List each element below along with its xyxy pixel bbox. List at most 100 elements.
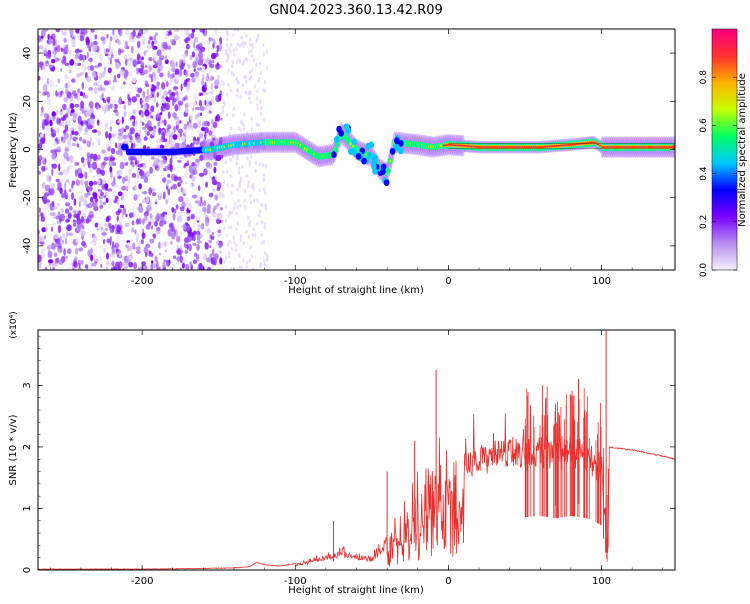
noise-speck <box>109 252 116 258</box>
noise-speck <box>38 90 42 94</box>
noise-speck <box>53 140 57 148</box>
noise-speck <box>242 241 246 245</box>
noise-speck <box>174 117 181 126</box>
ridge-band <box>521 146 524 148</box>
noise-speck <box>52 267 55 270</box>
noise-speck <box>109 137 113 146</box>
noise-speck <box>167 87 173 92</box>
noise-speck <box>202 206 207 212</box>
noise-speck <box>246 156 249 161</box>
colorbar-frame <box>711 28 738 271</box>
noise-speck <box>44 266 48 270</box>
noise-speck <box>191 162 196 167</box>
noise-speck <box>163 167 167 172</box>
noise-speck <box>44 203 49 211</box>
noise-speck <box>183 123 188 130</box>
ridge-blob <box>372 168 378 175</box>
noise-speck <box>154 32 159 37</box>
noise-speck <box>60 255 66 263</box>
noise-speck <box>103 69 106 76</box>
noise-speck <box>117 73 121 79</box>
noise-speck <box>204 131 207 140</box>
ridge-band <box>613 146 615 148</box>
noise-speck <box>54 83 58 89</box>
noise-speck <box>191 175 196 182</box>
noise-speck <box>139 169 144 177</box>
noise-speck <box>211 232 214 236</box>
ridge-band <box>518 146 521 148</box>
noise-speck <box>57 181 62 189</box>
noise-speck <box>245 230 248 234</box>
noise-speck <box>95 159 98 164</box>
noise-speck <box>223 259 226 264</box>
noise-speck <box>94 222 99 228</box>
noise-speck <box>179 179 183 184</box>
noise-speck <box>236 187 239 192</box>
noise-speck <box>94 80 97 88</box>
ridge-band <box>606 146 609 148</box>
noise-speck <box>224 48 228 53</box>
noise-speck <box>77 62 82 66</box>
noise-speck <box>157 63 163 72</box>
noise-speck <box>112 241 115 247</box>
noise-speck <box>78 173 84 179</box>
noise-speck <box>163 259 167 263</box>
noise-speck <box>190 101 195 109</box>
ridge-band <box>656 146 659 148</box>
noise-speck <box>222 179 226 184</box>
ridge-band <box>548 145 551 148</box>
noise-speck <box>235 59 238 64</box>
ridge-blob <box>365 142 372 150</box>
noise-speck <box>38 35 42 43</box>
noise-speck <box>197 119 202 128</box>
noise-speck <box>248 162 251 167</box>
noise-speck <box>55 215 61 220</box>
noise-speck <box>72 111 78 118</box>
noise-speck <box>172 255 177 260</box>
noise-speck <box>41 181 46 189</box>
ridge-band <box>454 144 457 146</box>
noise-speck <box>201 123 204 127</box>
ridge-band <box>663 146 666 148</box>
noise-speck <box>90 196 94 203</box>
noise-speck <box>88 101 94 109</box>
ridge-band <box>661 146 664 148</box>
y-tick-label: 1 <box>22 505 33 511</box>
noise-speck <box>226 113 229 117</box>
noise-speck <box>185 197 190 204</box>
noise-speck <box>104 183 109 190</box>
noise-speck <box>205 161 211 168</box>
x-tick-label: 100 <box>592 276 611 287</box>
noise-speck <box>209 171 213 178</box>
noise-speck <box>97 130 102 136</box>
noise-speck <box>53 206 58 210</box>
noise-speck <box>259 132 263 137</box>
noise-speck <box>129 135 133 141</box>
noise-speck <box>41 195 47 203</box>
noise-speck <box>167 70 170 78</box>
ridge-band <box>502 146 505 148</box>
noise-speck <box>166 179 172 184</box>
noise-speck <box>99 72 103 80</box>
noise-speck <box>112 104 116 109</box>
noise-speck <box>198 262 203 270</box>
ridge-blob <box>361 157 367 165</box>
snr-frame <box>37 329 676 571</box>
noise-speck <box>59 218 62 222</box>
y-tick-label: -40 <box>22 238 33 254</box>
noise-speck <box>131 205 135 213</box>
noise-speck <box>125 182 130 190</box>
noise-speck <box>235 47 238 52</box>
noise-speck <box>66 107 71 114</box>
noise-speck <box>124 156 127 164</box>
ridge-band <box>615 146 618 148</box>
noise-speck <box>148 221 152 226</box>
noise-speck <box>83 198 88 207</box>
noise-speck <box>177 182 181 187</box>
noise-speck <box>96 167 102 175</box>
noise-speck <box>197 130 202 135</box>
noise-speck <box>181 262 185 269</box>
noise-speck <box>167 188 171 196</box>
noise-speck <box>119 49 125 53</box>
noise-speck <box>109 226 115 234</box>
